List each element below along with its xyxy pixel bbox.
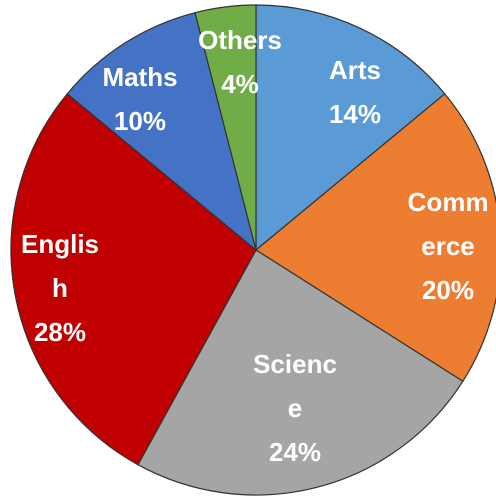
category-label: Arts xyxy=(328,55,381,85)
category-label: English xyxy=(20,229,99,303)
pie-slice xyxy=(137,249,464,496)
label-box: Arts 14% xyxy=(280,48,430,136)
pie-slice xyxy=(255,4,446,252)
category-label: Others xyxy=(198,25,282,55)
slice-label: English 28% xyxy=(18,222,103,354)
label-box: Science 24% xyxy=(250,342,340,474)
value-label: 20% xyxy=(421,275,475,305)
pie-slice xyxy=(254,92,496,383)
slice-label: Arts 14% xyxy=(280,48,430,136)
category-label: Maths xyxy=(102,62,178,92)
value-label: 28% xyxy=(33,317,87,347)
slice-label: Science 24% xyxy=(250,342,340,474)
category-label: Commerce xyxy=(407,187,489,261)
label-box: Maths 10% xyxy=(65,55,215,143)
label-box: Others 4% xyxy=(165,18,315,106)
value-label: 24% xyxy=(268,437,322,467)
label-box: English 28% xyxy=(18,222,103,354)
pie-slice xyxy=(66,11,258,252)
value-label: 14% xyxy=(328,99,382,129)
value-label: 4% xyxy=(221,69,259,99)
slice-label: Maths 10% xyxy=(65,55,215,143)
slice-label: Commerce 20% xyxy=(406,180,491,312)
pie-slice xyxy=(194,4,257,251)
slice-label: Others 4% xyxy=(165,18,315,106)
category-label: Science xyxy=(253,349,337,423)
value-label: 10% xyxy=(113,106,167,136)
pie-slice xyxy=(10,92,257,466)
label-box: Commerce 20% xyxy=(406,180,491,312)
